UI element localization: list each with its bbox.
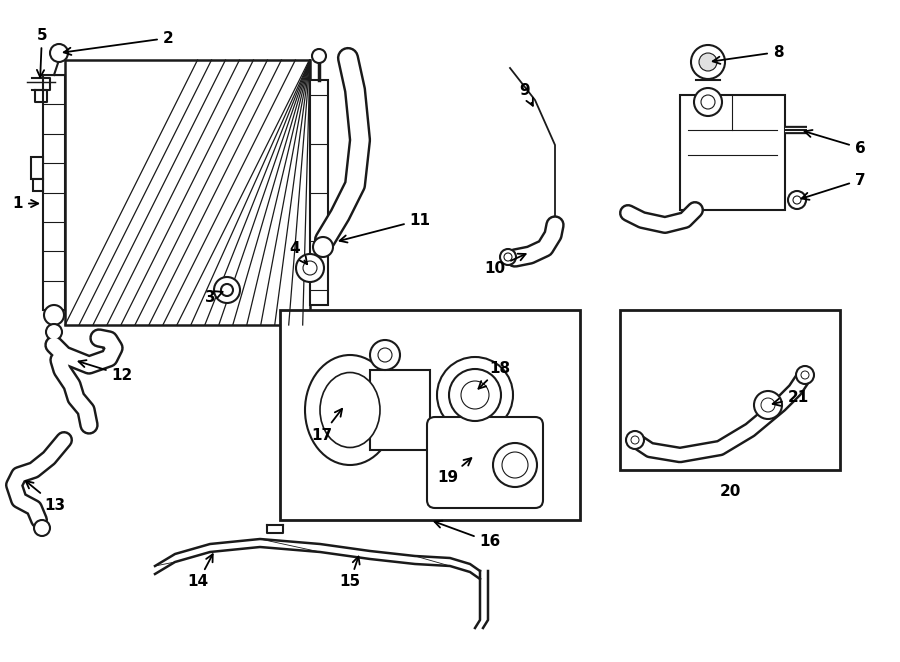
Bar	[280, 310, 580, 520]
Text: 13: 13	[26, 481, 66, 512]
Bar	[31, 158, 43, 179]
Circle shape	[788, 191, 806, 209]
Ellipse shape	[305, 355, 395, 465]
Circle shape	[378, 348, 392, 362]
Circle shape	[701, 95, 715, 109]
Circle shape	[313, 237, 333, 257]
Circle shape	[449, 369, 501, 421]
Text: 6: 6	[805, 130, 866, 156]
Bar	[680, 95, 785, 210]
Circle shape	[50, 44, 68, 62]
Bar	[370, 370, 430, 450]
Circle shape	[761, 398, 775, 412]
Circle shape	[626, 431, 644, 449]
Circle shape	[793, 196, 801, 204]
Text: 3: 3	[204, 289, 222, 305]
Circle shape	[699, 53, 717, 71]
Text: 20: 20	[719, 485, 741, 500]
Circle shape	[796, 366, 814, 384]
Circle shape	[493, 443, 537, 487]
Circle shape	[500, 249, 516, 265]
Circle shape	[504, 253, 512, 261]
Circle shape	[801, 371, 809, 379]
Bar	[65, 60, 310, 325]
Text: 2: 2	[64, 30, 174, 55]
Circle shape	[303, 261, 317, 275]
Circle shape	[691, 45, 725, 79]
Circle shape	[44, 305, 64, 325]
Text: 5: 5	[37, 28, 48, 77]
Text: 4: 4	[290, 240, 307, 264]
Text: 8: 8	[713, 44, 783, 64]
Bar	[310, 80, 328, 305]
Text: 10: 10	[484, 254, 526, 275]
Text: 15: 15	[339, 557, 361, 589]
Circle shape	[631, 436, 639, 444]
Circle shape	[296, 254, 324, 282]
Text: 11: 11	[339, 213, 430, 242]
Text: 1: 1	[13, 196, 38, 211]
Text: 7: 7	[802, 173, 865, 200]
Circle shape	[754, 391, 782, 419]
Circle shape	[46, 324, 62, 340]
Circle shape	[370, 340, 400, 370]
Circle shape	[502, 452, 528, 478]
Text: 9: 9	[519, 83, 533, 106]
Text: 14: 14	[187, 554, 212, 589]
Circle shape	[214, 277, 240, 303]
Circle shape	[694, 88, 722, 116]
FancyBboxPatch shape	[427, 417, 543, 508]
Bar	[33, 179, 43, 191]
Circle shape	[221, 284, 233, 296]
Text: 16: 16	[435, 521, 500, 549]
Bar	[620, 310, 840, 470]
Text: 21: 21	[773, 391, 808, 406]
Text: 12: 12	[78, 360, 132, 383]
Circle shape	[34, 520, 50, 536]
Circle shape	[312, 49, 326, 63]
Circle shape	[437, 357, 513, 433]
Circle shape	[461, 381, 489, 409]
Ellipse shape	[320, 373, 380, 448]
Text: 18: 18	[479, 361, 510, 389]
Text: 19: 19	[437, 458, 472, 485]
Text: 17: 17	[311, 409, 342, 442]
Bar	[43, 75, 65, 310]
